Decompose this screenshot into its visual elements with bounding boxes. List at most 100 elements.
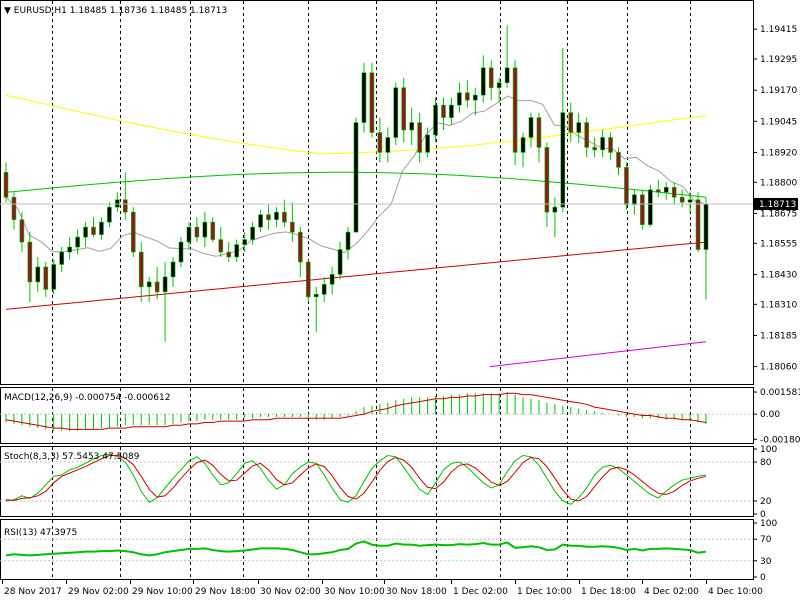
candle[interactable] <box>465 80 470 108</box>
candle[interactable] <box>401 77 407 143</box>
candle[interactable] <box>274 207 279 228</box>
candle[interactable] <box>449 97 454 126</box>
dropdown-icon[interactable]: ▼ <box>4 6 14 16</box>
candle-body <box>305 261 311 298</box>
candle[interactable] <box>369 62 375 138</box>
candles[interactable] <box>3 25 709 342</box>
candle[interactable] <box>504 25 510 88</box>
candle[interactable] <box>186 222 192 250</box>
candle[interactable] <box>592 137 597 158</box>
candle[interactable] <box>91 217 96 238</box>
candle[interactable] <box>616 147 621 175</box>
candle[interactable] <box>99 217 104 240</box>
candle[interactable] <box>345 227 351 260</box>
candle[interactable] <box>51 259 57 295</box>
candle[interactable] <box>19 212 25 253</box>
candle[interactable] <box>298 227 303 277</box>
candle[interactable] <box>123 172 128 220</box>
candle[interactable] <box>568 102 574 143</box>
candle[interactable] <box>600 130 605 158</box>
candle[interactable] <box>655 179 661 198</box>
candle[interactable] <box>226 242 232 262</box>
candle[interactable] <box>512 60 518 165</box>
candle[interactable] <box>337 242 343 280</box>
candle[interactable] <box>258 209 263 233</box>
candle[interactable] <box>488 60 494 101</box>
candle-body <box>385 137 391 153</box>
candle[interactable] <box>67 237 72 260</box>
candle[interactable] <box>305 259 311 302</box>
candle[interactable] <box>695 192 701 253</box>
candle[interactable] <box>234 239 239 262</box>
candle[interactable] <box>409 107 414 145</box>
candle[interactable] <box>290 202 295 243</box>
candle[interactable] <box>170 257 176 287</box>
candle[interactable] <box>457 82 462 113</box>
candle[interactable] <box>313 286 319 332</box>
candle[interactable] <box>35 257 41 292</box>
candle[interactable] <box>107 202 112 228</box>
rsi-panel[interactable]: 100 70 30 0 RSI(13) 47.3975 <box>0 519 777 583</box>
candle[interactable] <box>417 112 422 163</box>
candle[interactable] <box>687 192 693 213</box>
candle[interactable] <box>194 217 200 243</box>
candle[interactable] <box>361 62 367 133</box>
candle[interactable] <box>663 182 669 200</box>
candle[interactable] <box>115 192 120 213</box>
candle[interactable] <box>576 112 582 143</box>
candle[interactable] <box>473 87 478 116</box>
candle[interactable] <box>329 266 335 295</box>
candle[interactable] <box>441 97 446 131</box>
candle-body <box>226 251 232 258</box>
vertical-gridlines <box>52 1 691 384</box>
candle[interactable] <box>377 117 383 163</box>
candle[interactable] <box>671 182 677 205</box>
candle[interactable] <box>640 189 645 230</box>
candle[interactable] <box>146 276 152 302</box>
candle[interactable] <box>584 117 589 158</box>
candle[interactable] <box>393 82 399 145</box>
candle[interactable] <box>536 112 542 163</box>
candle[interactable] <box>528 112 534 148</box>
candle-body <box>465 92 470 101</box>
candle[interactable] <box>496 77 502 103</box>
candle[interactable] <box>138 242 144 302</box>
candle[interactable] <box>648 184 653 228</box>
price-panel[interactable]: 1.19415 1.19295 1.19170 1.19045 1.18920 1.188… <box>0 0 798 385</box>
candle[interactable] <box>433 97 438 143</box>
candle[interactable] <box>43 261 49 297</box>
candle[interactable] <box>520 132 526 168</box>
candle[interactable] <box>353 117 359 233</box>
candle[interactable] <box>624 162 629 210</box>
candle[interactable] <box>608 132 613 160</box>
candle[interactable] <box>27 232 33 302</box>
candle[interactable] <box>218 227 224 258</box>
candle[interactable] <box>552 197 558 238</box>
candle[interactable] <box>202 212 208 248</box>
candle[interactable] <box>321 276 327 302</box>
candle[interactable] <box>385 127 391 163</box>
candle[interactable] <box>560 47 566 213</box>
candle[interactable] <box>250 222 255 245</box>
candle[interactable] <box>130 207 136 258</box>
macd-panel[interactable]: 0.001581 0.00 -0.001807 MACD(12,26,9) -0.0… <box>0 387 800 446</box>
candle[interactable] <box>632 189 637 215</box>
candle[interactable] <box>242 232 247 253</box>
candle[interactable] <box>480 55 486 103</box>
candle[interactable] <box>59 247 64 272</box>
stoch-panel[interactable]: 100 80 20 0 Stoch(8,3,3) 57.5453 47.5089 <box>0 445 777 520</box>
candle[interactable] <box>703 197 709 300</box>
candle[interactable] <box>544 142 550 228</box>
candle[interactable] <box>154 266 160 300</box>
candle[interactable] <box>75 229 80 255</box>
candle[interactable] <box>178 237 184 267</box>
candle[interactable] <box>425 127 430 158</box>
candle[interactable] <box>83 222 88 248</box>
candle[interactable] <box>3 162 9 203</box>
candle[interactable] <box>266 204 271 230</box>
candle[interactable] <box>162 261 168 342</box>
candle[interactable] <box>679 189 685 208</box>
candle[interactable] <box>210 217 216 243</box>
candle[interactable] <box>11 192 17 230</box>
